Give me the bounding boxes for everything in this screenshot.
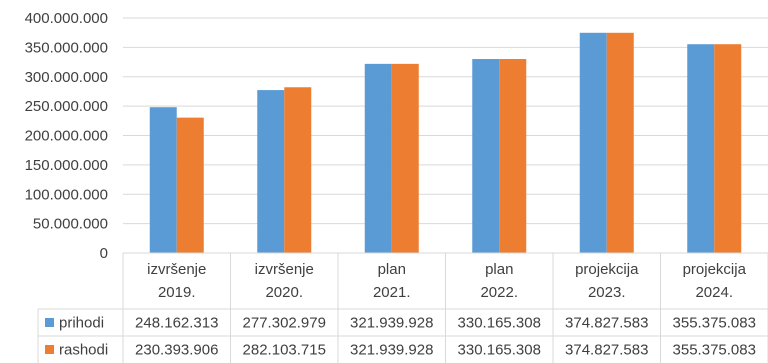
bar-prihodi — [472, 59, 499, 253]
bar-rashodi — [499, 59, 526, 253]
bar-prihodi — [687, 44, 714, 253]
legend-label-rashodi: rashodi — [59, 342, 108, 359]
data-label-prihodi: 355.375.083 — [673, 315, 756, 332]
y-tick-label: 350.000.000 — [25, 39, 108, 56]
y-tick-label: 0 — [100, 245, 108, 262]
x-tick-label: 2022. — [480, 284, 518, 301]
bars — [150, 33, 742, 253]
x-tick-label: 2024. — [695, 284, 733, 301]
data-label-rashodi: 374.827.583 — [565, 342, 648, 359]
bar-rashodi — [714, 44, 741, 253]
bar-rashodi — [284, 87, 311, 253]
gridlines — [123, 18, 768, 224]
bar-prihodi — [580, 33, 607, 253]
bar-rashodi — [177, 118, 204, 253]
x-tick-label: 2020. — [265, 284, 303, 301]
x-tick-label: plan — [378, 261, 406, 278]
x-tick-label: projekcija — [683, 261, 747, 278]
legend-key-rashodi — [45, 345, 54, 354]
x-tick-label: 2023. — [588, 284, 626, 301]
y-tick-label: 400.000.000 — [25, 10, 108, 27]
data-label-prihodi: 277.302.979 — [243, 315, 326, 332]
y-tick-label: 50.000.000 — [33, 216, 108, 233]
x-tick-label: izvršenje — [147, 261, 206, 278]
bar-rashodi — [607, 33, 634, 253]
data-label-rashodi: 321.939.928 — [350, 342, 433, 359]
y-tick-label: 250.000.000 — [25, 98, 108, 115]
data-label-prihodi: 248.162.313 — [135, 315, 218, 332]
data-label-prihodi: 330.165.308 — [458, 315, 541, 332]
y-tick-label: 150.000.000 — [25, 157, 108, 174]
data-label-rashodi: 330.165.308 — [458, 342, 541, 359]
data-label-prihodi: 321.939.928 — [350, 315, 433, 332]
data-label-rashodi: 230.393.906 — [135, 342, 218, 359]
y-tick-label: 200.000.000 — [25, 128, 108, 145]
x-tick-label: izvršenje — [255, 261, 314, 278]
x-tick-label: 2019. — [158, 284, 196, 301]
data-label-rashodi: 282.103.715 — [243, 342, 326, 359]
bar-prihodi — [150, 107, 177, 253]
y-axis: 0 50.000.000 100.000.000 150.000.000 200.000… — [25, 10, 108, 262]
y-tick-label: 300.000.000 — [25, 69, 108, 86]
x-tick-label: plan — [485, 261, 513, 278]
legend-label-prihodi: prihodi — [59, 315, 104, 332]
x-tick-label: 2021. — [373, 284, 411, 301]
data-label-prihodi: 374.827.583 — [565, 315, 648, 332]
legend-key-prihodi — [45, 318, 54, 327]
x-tick-label: projekcija — [575, 261, 639, 278]
y-tick-label: 100.000.000 — [25, 186, 108, 203]
data-table: izvršenje 2019. izvršenje 2020. plan 2021. pla… — [38, 253, 768, 363]
bar-prihodi — [365, 64, 392, 253]
data-label-rashodi: 355.375.083 — [673, 342, 756, 359]
bar-prihodi — [257, 90, 284, 253]
bar-rashodi — [392, 64, 419, 253]
